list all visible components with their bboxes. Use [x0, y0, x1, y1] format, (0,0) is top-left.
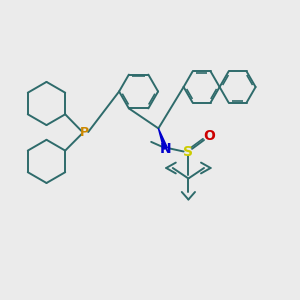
- Text: P: P: [80, 126, 89, 139]
- Text: N: N: [160, 142, 171, 156]
- Polygon shape: [158, 128, 167, 149]
- Text: O: O: [203, 129, 215, 143]
- Text: S: S: [183, 145, 194, 158]
